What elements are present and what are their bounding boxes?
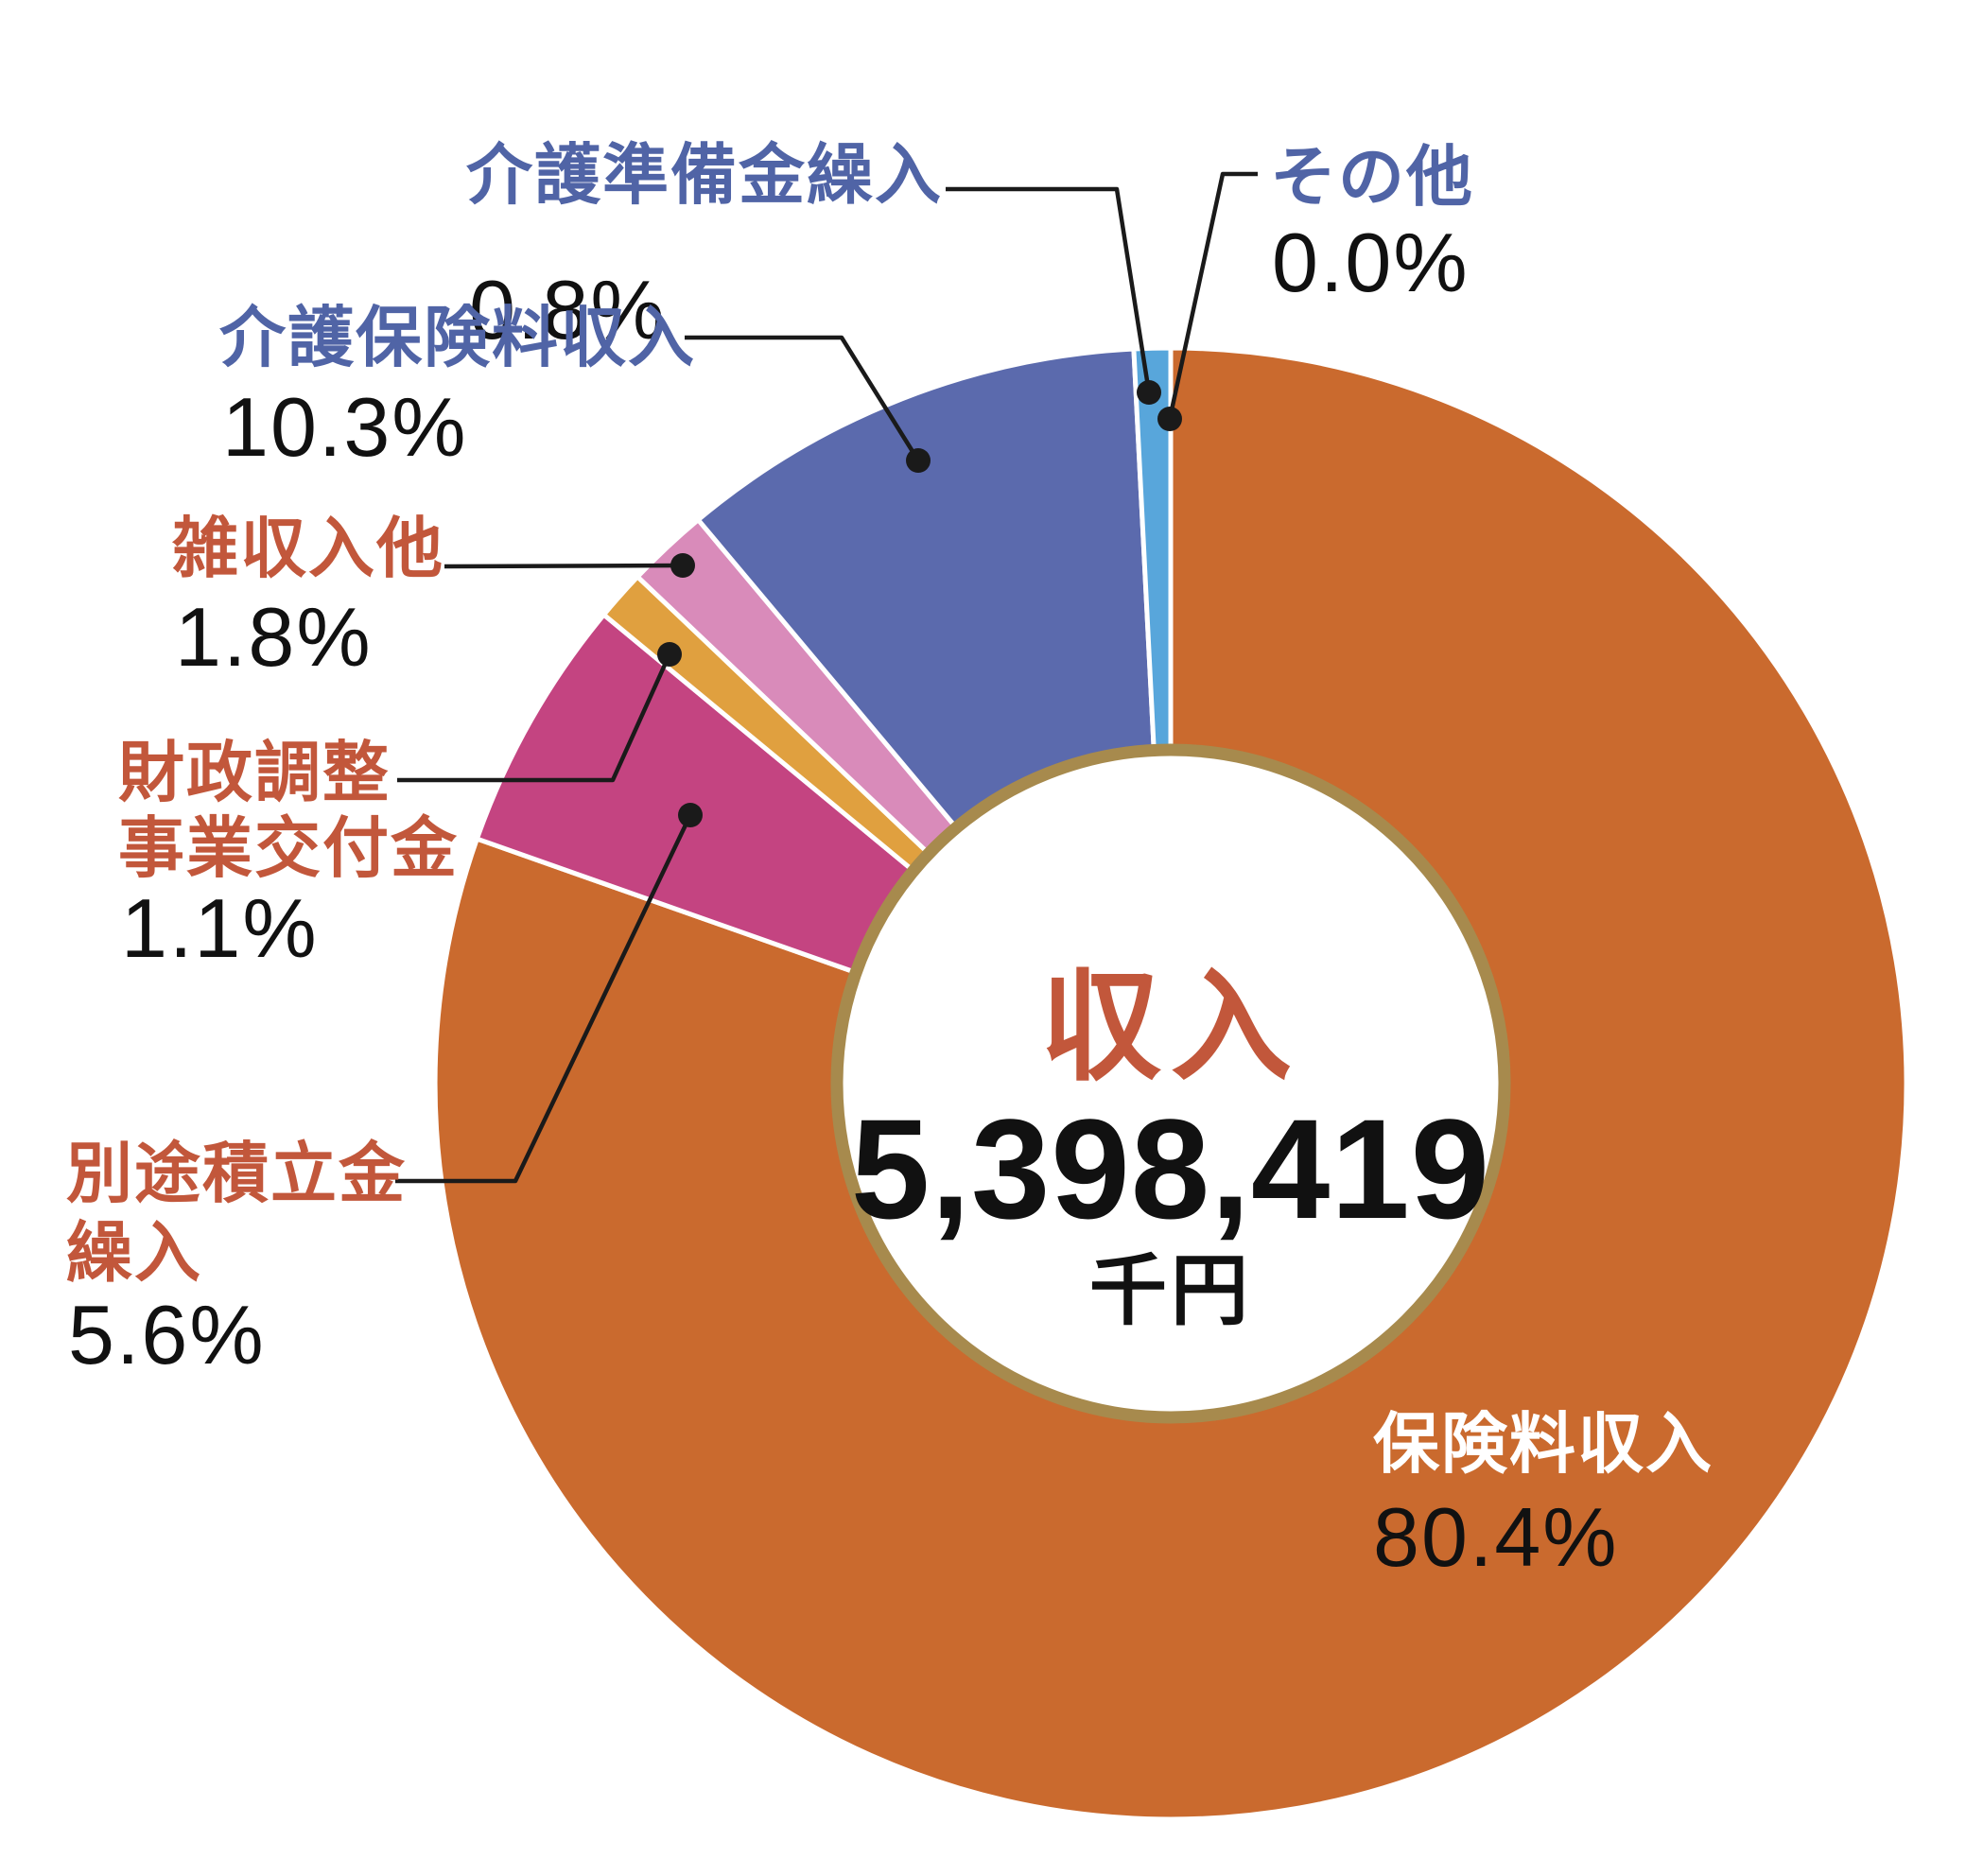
label-sonota-pct: 0.0%	[1272, 216, 1470, 309]
center-unit: 千円	[1088, 1248, 1253, 1334]
label-hokenryo-shunyu: 保険料収入	[1373, 1407, 1714, 1481]
leader-dot-sonota	[1157, 407, 1182, 431]
label-betto-tsumitate-pct: 5.6%	[68, 1288, 266, 1381]
label-kaigo-hokenryo: 介護保険料収入	[219, 301, 696, 374]
leader-dot-kaigo-junbikin	[1137, 380, 1161, 405]
donut-hole-ring	[830, 743, 1511, 1424]
center-value: 5,398,419	[850, 1089, 1491, 1248]
label-kaigo-junbikin-pct: 0.8%	[469, 263, 667, 356]
leader-dot-kaigo-hokenryo	[906, 448, 931, 473]
label-zatsu-shunyu: 雑収入他	[172, 512, 444, 585]
label-sonota: その他	[1270, 140, 1474, 214]
leader-line-sonota	[1167, 171, 1258, 420]
label-hokenryo-shunyu-pct: 80.4%	[1373, 1490, 1619, 1584]
leader-line-kaigo-junbikin	[946, 186, 1152, 393]
leader-line-zaisei-chosei	[397, 653, 672, 783]
center-title: 収入	[1039, 960, 1302, 1095]
leader-line-kaigo-hokenryo	[685, 335, 920, 462]
leader-dot-zaisei-chosei	[657, 642, 682, 667]
label-betto-tsumitate-line1: 別途積立金	[66, 1137, 407, 1210]
label-betto-tsumitate-line2: 繰入	[66, 1216, 202, 1290]
leader-line-betto-tsumitate	[395, 814, 693, 1184]
leader-line-zatsu-shunyu	[444, 563, 684, 569]
label-zaisei-chosei-pct: 1.1%	[121, 881, 319, 975]
label-kaigo-hokenryo-pct: 10.3%	[222, 380, 468, 474]
leader-dot-zatsu-shunyu	[670, 553, 695, 578]
label-zaisei-chosei-line2: 事業交付金	[118, 811, 459, 885]
label-zatsu-shunyu-pct: 1.8%	[175, 590, 373, 684]
leader-dot-betto-tsumitate	[678, 803, 703, 827]
label-zaisei-chosei-line1: 財政調整	[118, 736, 391, 809]
label-kaigo-junbikin: 介護準備金繰入	[466, 138, 943, 212]
